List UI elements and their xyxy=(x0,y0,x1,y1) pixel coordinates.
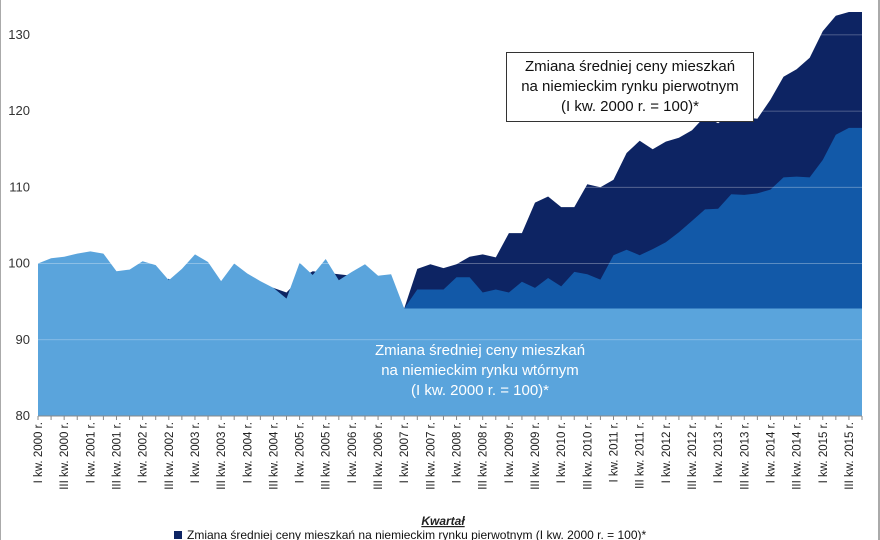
x-tick-label: III kw. 2010 r. xyxy=(582,422,594,490)
x-tick-label: III kw. 2009 r. xyxy=(530,422,542,490)
x-tick-label: I kw. 2015 r. xyxy=(818,422,830,483)
x-tick-label: III kw. 2005 r. xyxy=(321,422,333,490)
x-tick-label: III kw. 2000 r. xyxy=(59,422,71,490)
x-tick-label: III kw. 2003 r. xyxy=(216,422,228,490)
x-tick-label: I kw. 2009 r. xyxy=(504,422,516,483)
x-tick-label: III kw. 2001 r. xyxy=(111,422,123,490)
x-tick-label: I kw. 2008 r. xyxy=(452,422,464,483)
annotation-primary-market: Zmiana średniej ceny mieszkań na niemiec… xyxy=(506,52,754,122)
legend: Zmiana średniej ceny mieszkań na niemiec… xyxy=(174,528,647,540)
x-axis-label: Kwartał xyxy=(421,514,465,528)
area-series-group xyxy=(38,12,862,417)
x-tick-label: I kw. 2001 r. xyxy=(85,422,97,483)
legend-swatch-primary xyxy=(174,531,182,539)
x-tick-label: III kw. 2007 r. xyxy=(425,422,437,490)
y-tick-label: 100 xyxy=(8,256,30,271)
x-tick-label: III kw. 2013 r. xyxy=(739,422,751,490)
x-tick-label: I kw. 2013 r. xyxy=(713,422,725,483)
x-tick-label: I kw. 2010 r. xyxy=(556,422,568,483)
y-tick-label: 110 xyxy=(9,179,30,194)
annotation-secondary-market: Zmiana średniej ceny mieszkań na niemiec… xyxy=(340,341,620,401)
x-tick-label: I kw. 2000 r. xyxy=(33,422,45,483)
y-tick-label: 130 xyxy=(8,27,30,42)
annotation-secondary-line-1: Zmiana średniej ceny mieszkań xyxy=(374,342,586,359)
annotation-primary-line-1: Zmiana średniej ceny mieszkań xyxy=(524,58,736,75)
y-tick-label: 80 xyxy=(16,408,30,423)
x-tick-label: III kw. 2014 r. xyxy=(792,422,804,490)
x-tick-label: I kw. 2005 r. xyxy=(295,422,307,483)
x-tick-label: I kw. 2003 r. xyxy=(190,422,202,483)
x-axis: I kw. 2000 r. III kw. 2000 r. I kw. 2001 r… xyxy=(33,415,863,490)
x-tick-label: III kw. 2015 r. xyxy=(844,422,856,490)
x-tick-label: I kw. 2004 r. xyxy=(242,422,254,483)
x-tick-label: III kw. 2011 r. xyxy=(635,422,647,489)
x-tick-label: I kw. 2002 r. xyxy=(138,422,150,483)
x-tick-label: III kw. 2012 r. xyxy=(687,422,699,490)
annotation-secondary-line-2: na niemieckim rynku wtórnym xyxy=(381,362,579,379)
x-tick-label: III kw. 2002 r. xyxy=(164,422,176,490)
x-tick-label: I kw. 2007 r. xyxy=(399,422,411,483)
x-tick-label: III kw. 2004 r. xyxy=(268,422,280,490)
y-tick-label: 120 xyxy=(8,103,30,118)
x-tick-label: I kw. 2014 r. xyxy=(765,422,777,483)
annotation-primary-line-3: (I kw. 2000 r. = 100)* xyxy=(561,98,699,115)
y-tick-label: 90 xyxy=(16,332,30,347)
x-tick-label: I kw. 2006 r. xyxy=(347,422,359,483)
x-tick-label: III kw. 2008 r. xyxy=(478,422,490,490)
x-tick-label: III kw. 2006 r. xyxy=(373,422,385,490)
area-series-2 xyxy=(38,251,862,416)
x-tick-label: I kw. 2012 r. xyxy=(661,422,673,483)
annotation-secondary-line-3: (I kw. 2000 r. = 100)* xyxy=(411,382,549,399)
legend-label-primary: Zmiana średniej ceny mieszkań na niemiec… xyxy=(187,528,647,540)
x-tick-label: I kw. 2011 r. xyxy=(608,422,620,483)
annotation-primary-line-2: na niemieckim rynku pierwotnym xyxy=(521,78,739,95)
